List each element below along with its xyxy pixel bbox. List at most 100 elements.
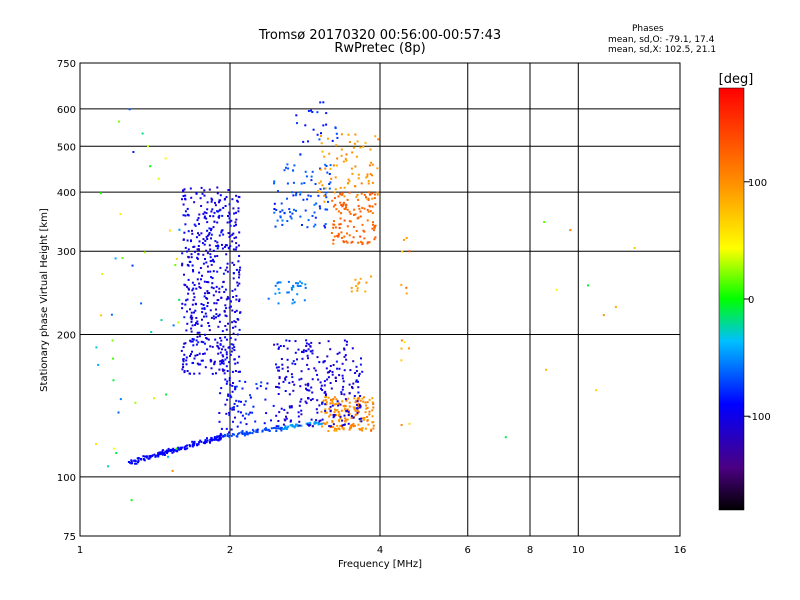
data-point	[195, 287, 198, 290]
data-point	[277, 347, 280, 350]
data-point	[334, 188, 337, 191]
data-point	[163, 454, 166, 456]
data-point	[355, 403, 358, 406]
data-point	[334, 376, 337, 379]
data-point	[111, 339, 114, 342]
data-point	[211, 372, 214, 375]
data-point	[213, 360, 216, 363]
data-point	[338, 419, 340, 422]
data-point	[211, 198, 214, 201]
data-point	[219, 266, 222, 269]
data-point	[216, 221, 219, 224]
data-point	[361, 429, 364, 432]
data-point	[329, 181, 332, 184]
data-point	[236, 405, 239, 407]
data-point	[140, 302, 143, 305]
data-point	[359, 395, 362, 397]
data-point	[160, 451, 163, 454]
data-point	[252, 430, 255, 433]
data-point	[228, 306, 231, 309]
data-point	[343, 339, 346, 342]
data-point	[324, 396, 327, 399]
data-point	[194, 354, 197, 357]
data-point	[235, 194, 238, 197]
data-point	[286, 182, 289, 185]
data-point	[347, 422, 350, 425]
data-point	[279, 281, 282, 284]
data-point	[114, 257, 117, 260]
data-point	[363, 207, 366, 210]
data-point	[214, 201, 216, 204]
data-point	[244, 417, 246, 420]
data-point	[323, 384, 326, 387]
data-point	[221, 214, 224, 217]
data-point	[197, 245, 200, 247]
data-point	[186, 250, 188, 253]
data-point	[336, 352, 339, 355]
data-point	[355, 370, 358, 372]
data-point	[318, 420, 321, 423]
data-point	[212, 315, 215, 318]
data-point	[229, 337, 232, 340]
data-point	[192, 270, 195, 273]
data-point	[204, 439, 207, 442]
data-point	[235, 385, 238, 388]
data-point	[281, 219, 284, 222]
data-point	[305, 345, 308, 347]
data-point	[199, 267, 202, 269]
data-point	[249, 432, 252, 435]
data-point	[363, 416, 366, 419]
data-point	[355, 379, 358, 382]
data-point	[321, 402, 324, 405]
data-point	[217, 439, 220, 442]
data-point	[197, 249, 200, 251]
data-point	[142, 458, 145, 461]
data-point	[339, 201, 342, 204]
data-point	[281, 363, 284, 366]
data-point	[311, 352, 314, 355]
data-point	[205, 212, 208, 215]
data-point	[333, 220, 335, 223]
data-point	[335, 398, 338, 401]
data-point	[282, 345, 285, 348]
data-point	[185, 359, 188, 362]
data-point	[346, 409, 349, 412]
data-point	[325, 196, 328, 199]
data-point	[351, 172, 354, 175]
data-point	[233, 212, 236, 215]
data-point	[210, 200, 213, 203]
data-point	[275, 427, 278, 430]
data-point	[238, 271, 240, 274]
data-point	[236, 433, 239, 436]
data-point	[199, 287, 202, 289]
data-point	[225, 412, 228, 415]
data-point	[348, 234, 351, 237]
data-point	[371, 421, 374, 424]
data-point	[240, 411, 242, 414]
data-point	[249, 411, 252, 414]
data-point	[323, 194, 326, 197]
data-point	[198, 335, 201, 338]
data-point	[400, 347, 403, 350]
data-point	[206, 301, 209, 304]
data-point	[195, 192, 198, 195]
data-point	[292, 285, 295, 288]
data-point	[357, 282, 360, 285]
data-point	[344, 398, 347, 401]
data-point	[228, 379, 231, 382]
data-point	[320, 384, 323, 387]
data-point	[231, 321, 234, 324]
data-point	[319, 101, 322, 104]
data-point	[279, 215, 282, 218]
data-point	[401, 250, 404, 253]
data-point	[227, 215, 229, 217]
data-point	[357, 241, 360, 244]
data-point	[278, 427, 281, 430]
data-point	[353, 142, 356, 145]
data-point	[360, 420, 363, 423]
data-point	[236, 361, 239, 364]
data-point	[297, 285, 300, 288]
data-point	[172, 324, 175, 327]
data-point	[336, 157, 339, 160]
data-point	[331, 404, 334, 407]
